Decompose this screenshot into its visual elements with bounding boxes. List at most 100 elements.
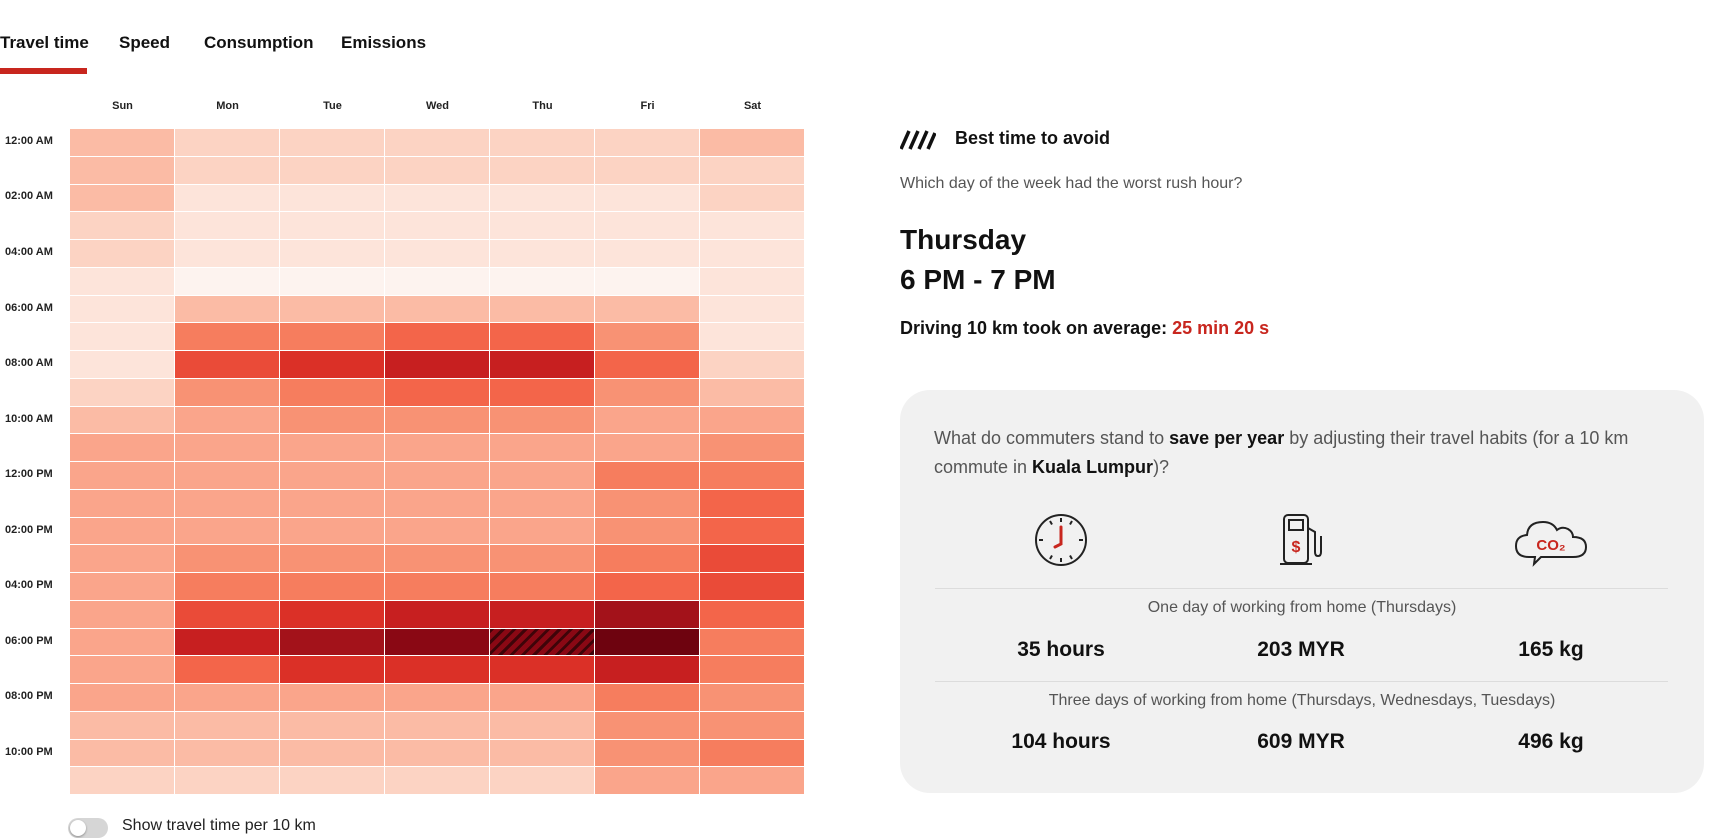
- heatmap-cell[interactable]: [700, 573, 805, 601]
- travel-time-per-10km-toggle[interactable]: [68, 818, 108, 838]
- heatmap-cell[interactable]: [385, 434, 490, 462]
- heatmap-cell[interactable]: [595, 600, 700, 629]
- heatmap-cell[interactable]: [70, 489, 175, 518]
- heatmap-cell[interactable]: [280, 267, 385, 296]
- heatmap-cell[interactable]: [70, 628, 175, 657]
- heatmap-cell[interactable]: [490, 462, 595, 490]
- heatmap-cell[interactable]: [385, 545, 490, 573]
- heatmap-cell[interactable]: [175, 711, 280, 740]
- heatmap-cell[interactable]: [595, 406, 700, 435]
- heatmap-cell[interactable]: [490, 656, 595, 684]
- heatmap-cell[interactable]: [175, 378, 280, 407]
- heatmap-cell[interactable]: [700, 545, 805, 573]
- heatmap-cell[interactable]: [175, 184, 280, 213]
- heatmap-cell[interactable]: [700, 406, 805, 435]
- heatmap-cell[interactable]: [175, 434, 280, 462]
- heatmap-cell[interactable]: [280, 240, 385, 268]
- heatmap-cell[interactable]: [280, 184, 385, 213]
- heatmap-cell[interactable]: [175, 406, 280, 435]
- heatmap-cell[interactable]: [490, 545, 595, 573]
- heatmap-cell[interactable]: [385, 489, 490, 518]
- heatmap-cell[interactable]: [700, 156, 805, 185]
- heatmap-cell[interactable]: [70, 600, 175, 629]
- heatmap-cell[interactable]: [595, 184, 700, 213]
- heatmap-cell[interactable]: [700, 129, 805, 157]
- heatmap-cell[interactable]: [595, 323, 700, 351]
- heatmap-cell[interactable]: [280, 295, 385, 324]
- heatmap-cell[interactable]: [490, 212, 595, 240]
- heatmap-cell[interactable]: [175, 351, 280, 379]
- heatmap-cell[interactable]: [490, 739, 595, 768]
- tab-speed[interactable]: Speed: [119, 33, 171, 52]
- heatmap-cell[interactable]: [175, 267, 280, 296]
- heatmap-cell[interactable]: [70, 545, 175, 573]
- heatmap-cell[interactable]: [175, 295, 280, 324]
- heatmap-cell[interactable]: [385, 212, 490, 240]
- heatmap-cell[interactable]: [70, 573, 175, 601]
- heatmap-cell[interactable]: [700, 489, 805, 518]
- heatmap-cell[interactable]: [385, 767, 490, 795]
- heatmap-cell[interactable]: [280, 156, 385, 185]
- heatmap-cell[interactable]: [595, 628, 700, 657]
- heatmap-cell[interactable]: [175, 517, 280, 546]
- heatmap-cell[interactable]: [595, 212, 700, 240]
- heatmap-cell[interactable]: [490, 767, 595, 795]
- heatmap-cell[interactable]: [70, 351, 175, 379]
- heatmap-cell[interactable]: [700, 212, 805, 240]
- heatmap-cell[interactable]: [595, 434, 700, 462]
- heatmap-cell[interactable]: [385, 462, 490, 490]
- heatmap-cell[interactable]: [175, 767, 280, 795]
- heatmap-cell[interactable]: [595, 684, 700, 712]
- heatmap-cell[interactable]: [385, 517, 490, 546]
- heatmap-cell[interactable]: [70, 129, 175, 157]
- heatmap-cell[interactable]: [175, 212, 280, 240]
- heatmap-cell[interactable]: [385, 295, 490, 324]
- heatmap-cell[interactable]: [595, 711, 700, 740]
- heatmap-cell[interactable]: [175, 684, 280, 712]
- heatmap-cell[interactable]: [595, 351, 700, 379]
- heatmap-cell[interactable]: [70, 684, 175, 712]
- heatmap-cell[interactable]: [700, 684, 805, 712]
- heatmap-cell[interactable]: [280, 600, 385, 629]
- heatmap-cell[interactable]: [175, 545, 280, 573]
- heatmap-cell[interactable]: [700, 711, 805, 740]
- heatmap-cell[interactable]: [70, 267, 175, 296]
- heatmap-cell[interactable]: [595, 545, 700, 573]
- heatmap-cell[interactable]: [700, 767, 805, 795]
- heatmap-cell[interactable]: [280, 767, 385, 795]
- heatmap-cell[interactable]: [280, 323, 385, 351]
- heatmap-cell[interactable]: [175, 628, 280, 657]
- heatmap-cell[interactable]: [70, 739, 175, 768]
- heatmap-cell[interactable]: [385, 240, 490, 268]
- heatmap-cell[interactable]: [490, 267, 595, 296]
- heatmap-cell[interactable]: [700, 628, 805, 657]
- heatmap-cell[interactable]: [175, 323, 280, 351]
- heatmap-cell[interactable]: [595, 295, 700, 324]
- heatmap-cell[interactable]: [70, 295, 175, 324]
- heatmap-cell[interactable]: [595, 489, 700, 518]
- heatmap-cell[interactable]: [595, 129, 700, 157]
- tab-travel-time[interactable]: Travel time: [0, 28, 89, 74]
- heatmap-cell[interactable]: [385, 711, 490, 740]
- heatmap-cell[interactable]: [385, 351, 490, 379]
- heatmap-cell[interactable]: [490, 406, 595, 435]
- heatmap-cell[interactable]: [490, 323, 595, 351]
- heatmap-cell[interactable]: [70, 212, 175, 240]
- heatmap-cell[interactable]: [490, 684, 595, 712]
- heatmap-cell[interactable]: [490, 711, 595, 740]
- heatmap-cell[interactable]: [700, 739, 805, 768]
- heatmap-cell[interactable]: [280, 212, 385, 240]
- heatmap-cell[interactable]: [175, 129, 280, 157]
- heatmap-cell[interactable]: [280, 129, 385, 157]
- heatmap-cell[interactable]: [70, 767, 175, 795]
- heatmap-cell[interactable]: [280, 684, 385, 712]
- heatmap-cell[interactable]: [700, 184, 805, 213]
- heatmap-cell[interactable]: [175, 489, 280, 518]
- heatmap-cell[interactable]: [280, 573, 385, 601]
- heatmap-cell[interactable]: [385, 267, 490, 296]
- heatmap-cell[interactable]: [700, 240, 805, 268]
- heatmap-cell[interactable]: [490, 489, 595, 518]
- heatmap-cell[interactable]: [280, 406, 385, 435]
- heatmap-cell[interactable]: [490, 295, 595, 324]
- heatmap-cell[interactable]: [175, 573, 280, 601]
